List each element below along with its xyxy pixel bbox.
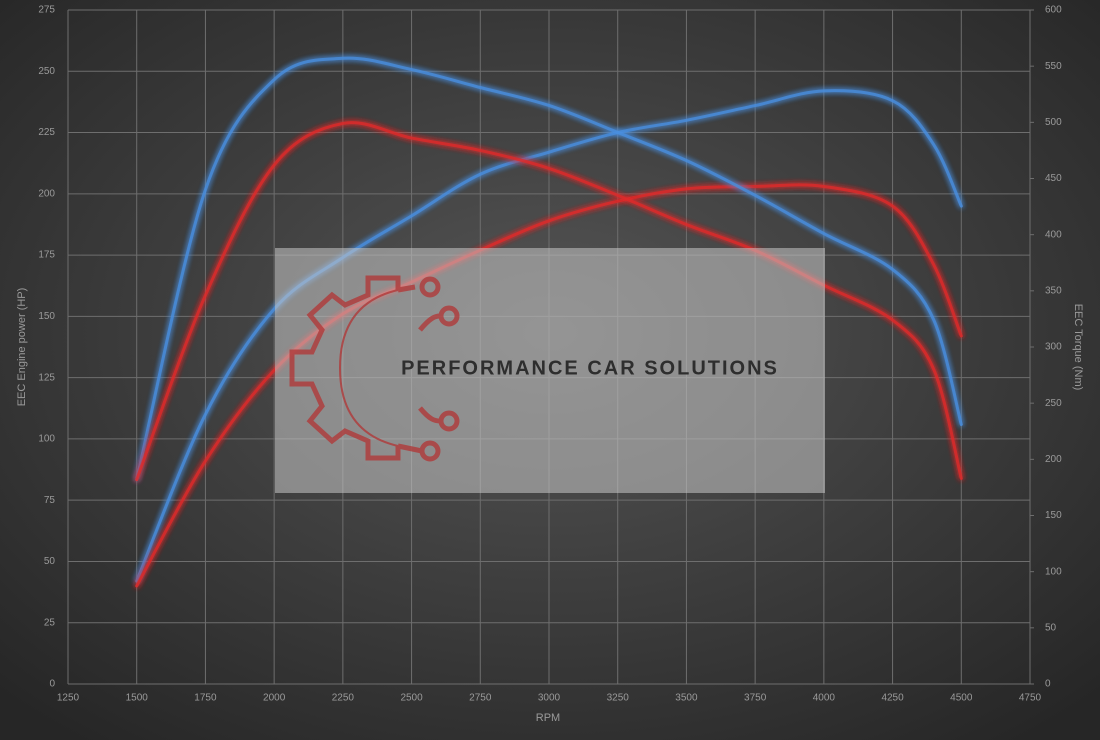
series-line — [135, 89, 963, 583]
y2-tick-label: 50 — [1045, 622, 1057, 633]
y-tick-label: 75 — [44, 495, 56, 506]
series-line — [135, 183, 963, 588]
y2-tick-label: 100 — [1045, 566, 1062, 577]
x-tick-label: 2750 — [469, 693, 492, 704]
watermark-text: PERFORMANCE CAR SOLUTIONS — [401, 357, 779, 379]
y2-tick-label: 0 — [1045, 679, 1051, 690]
y2-tick-label: 600 — [1045, 5, 1062, 16]
x-tick-label: 2000 — [263, 693, 286, 704]
y-tick-label: 0 — [49, 679, 55, 690]
x-axis-label: RPM — [536, 712, 560, 724]
x-tick-label: 4750 — [1019, 693, 1042, 704]
y2-axis-label: EEC Torque (Nm) — [1072, 304, 1084, 391]
x-tick-label: 3000 — [538, 693, 561, 704]
y-tick-label: 125 — [38, 372, 55, 383]
x-tick-label: 1750 — [194, 693, 217, 704]
x-tick-label: 2250 — [332, 693, 355, 704]
y2-tick-label: 500 — [1045, 117, 1062, 128]
y-tick-label: 250 — [38, 66, 55, 77]
y-axis-label: EEC Engine power (HP) — [16, 288, 28, 407]
x-tick-label: 4000 — [813, 693, 836, 704]
y2-tick-label: 300 — [1045, 342, 1062, 353]
y-tick-label: 225 — [38, 127, 55, 138]
x-tick-label: 3250 — [607, 693, 630, 704]
y-tick-label: 200 — [38, 188, 55, 199]
logo-icon — [289, 275, 460, 462]
curves — [135, 56, 963, 588]
x-tick-label: 4500 — [950, 693, 973, 704]
y-tick-label: 25 — [44, 617, 56, 628]
x-tick-label: 3750 — [744, 693, 767, 704]
y2-tick-label: 200 — [1045, 454, 1062, 465]
y-tick-label: 50 — [44, 556, 56, 567]
series-line — [135, 56, 963, 482]
y-tick-label: 275 — [38, 5, 55, 16]
y2-tick-label: 450 — [1045, 173, 1062, 184]
series-line — [135, 121, 963, 482]
y-tick-label: 150 — [38, 311, 55, 322]
y2-tick-label: 350 — [1045, 285, 1062, 296]
y2-tick-label: 150 — [1045, 510, 1062, 521]
x-tick-label: 3500 — [675, 693, 698, 704]
x-tick-label: 1250 — [57, 693, 80, 704]
x-tick-label: 2500 — [400, 693, 423, 704]
y2-tick-label: 250 — [1045, 398, 1062, 409]
y2-tick-label: 550 — [1045, 61, 1062, 72]
x-tick-label: 4250 — [881, 693, 904, 704]
x-tick-label: 1500 — [126, 693, 149, 704]
y-tick-label: 100 — [38, 434, 55, 445]
watermark: PERFORMANCE CAR SOLUTIONS — [275, 248, 825, 493]
y2-tick-label: 400 — [1045, 229, 1062, 240]
y-tick-label: 175 — [38, 250, 55, 261]
